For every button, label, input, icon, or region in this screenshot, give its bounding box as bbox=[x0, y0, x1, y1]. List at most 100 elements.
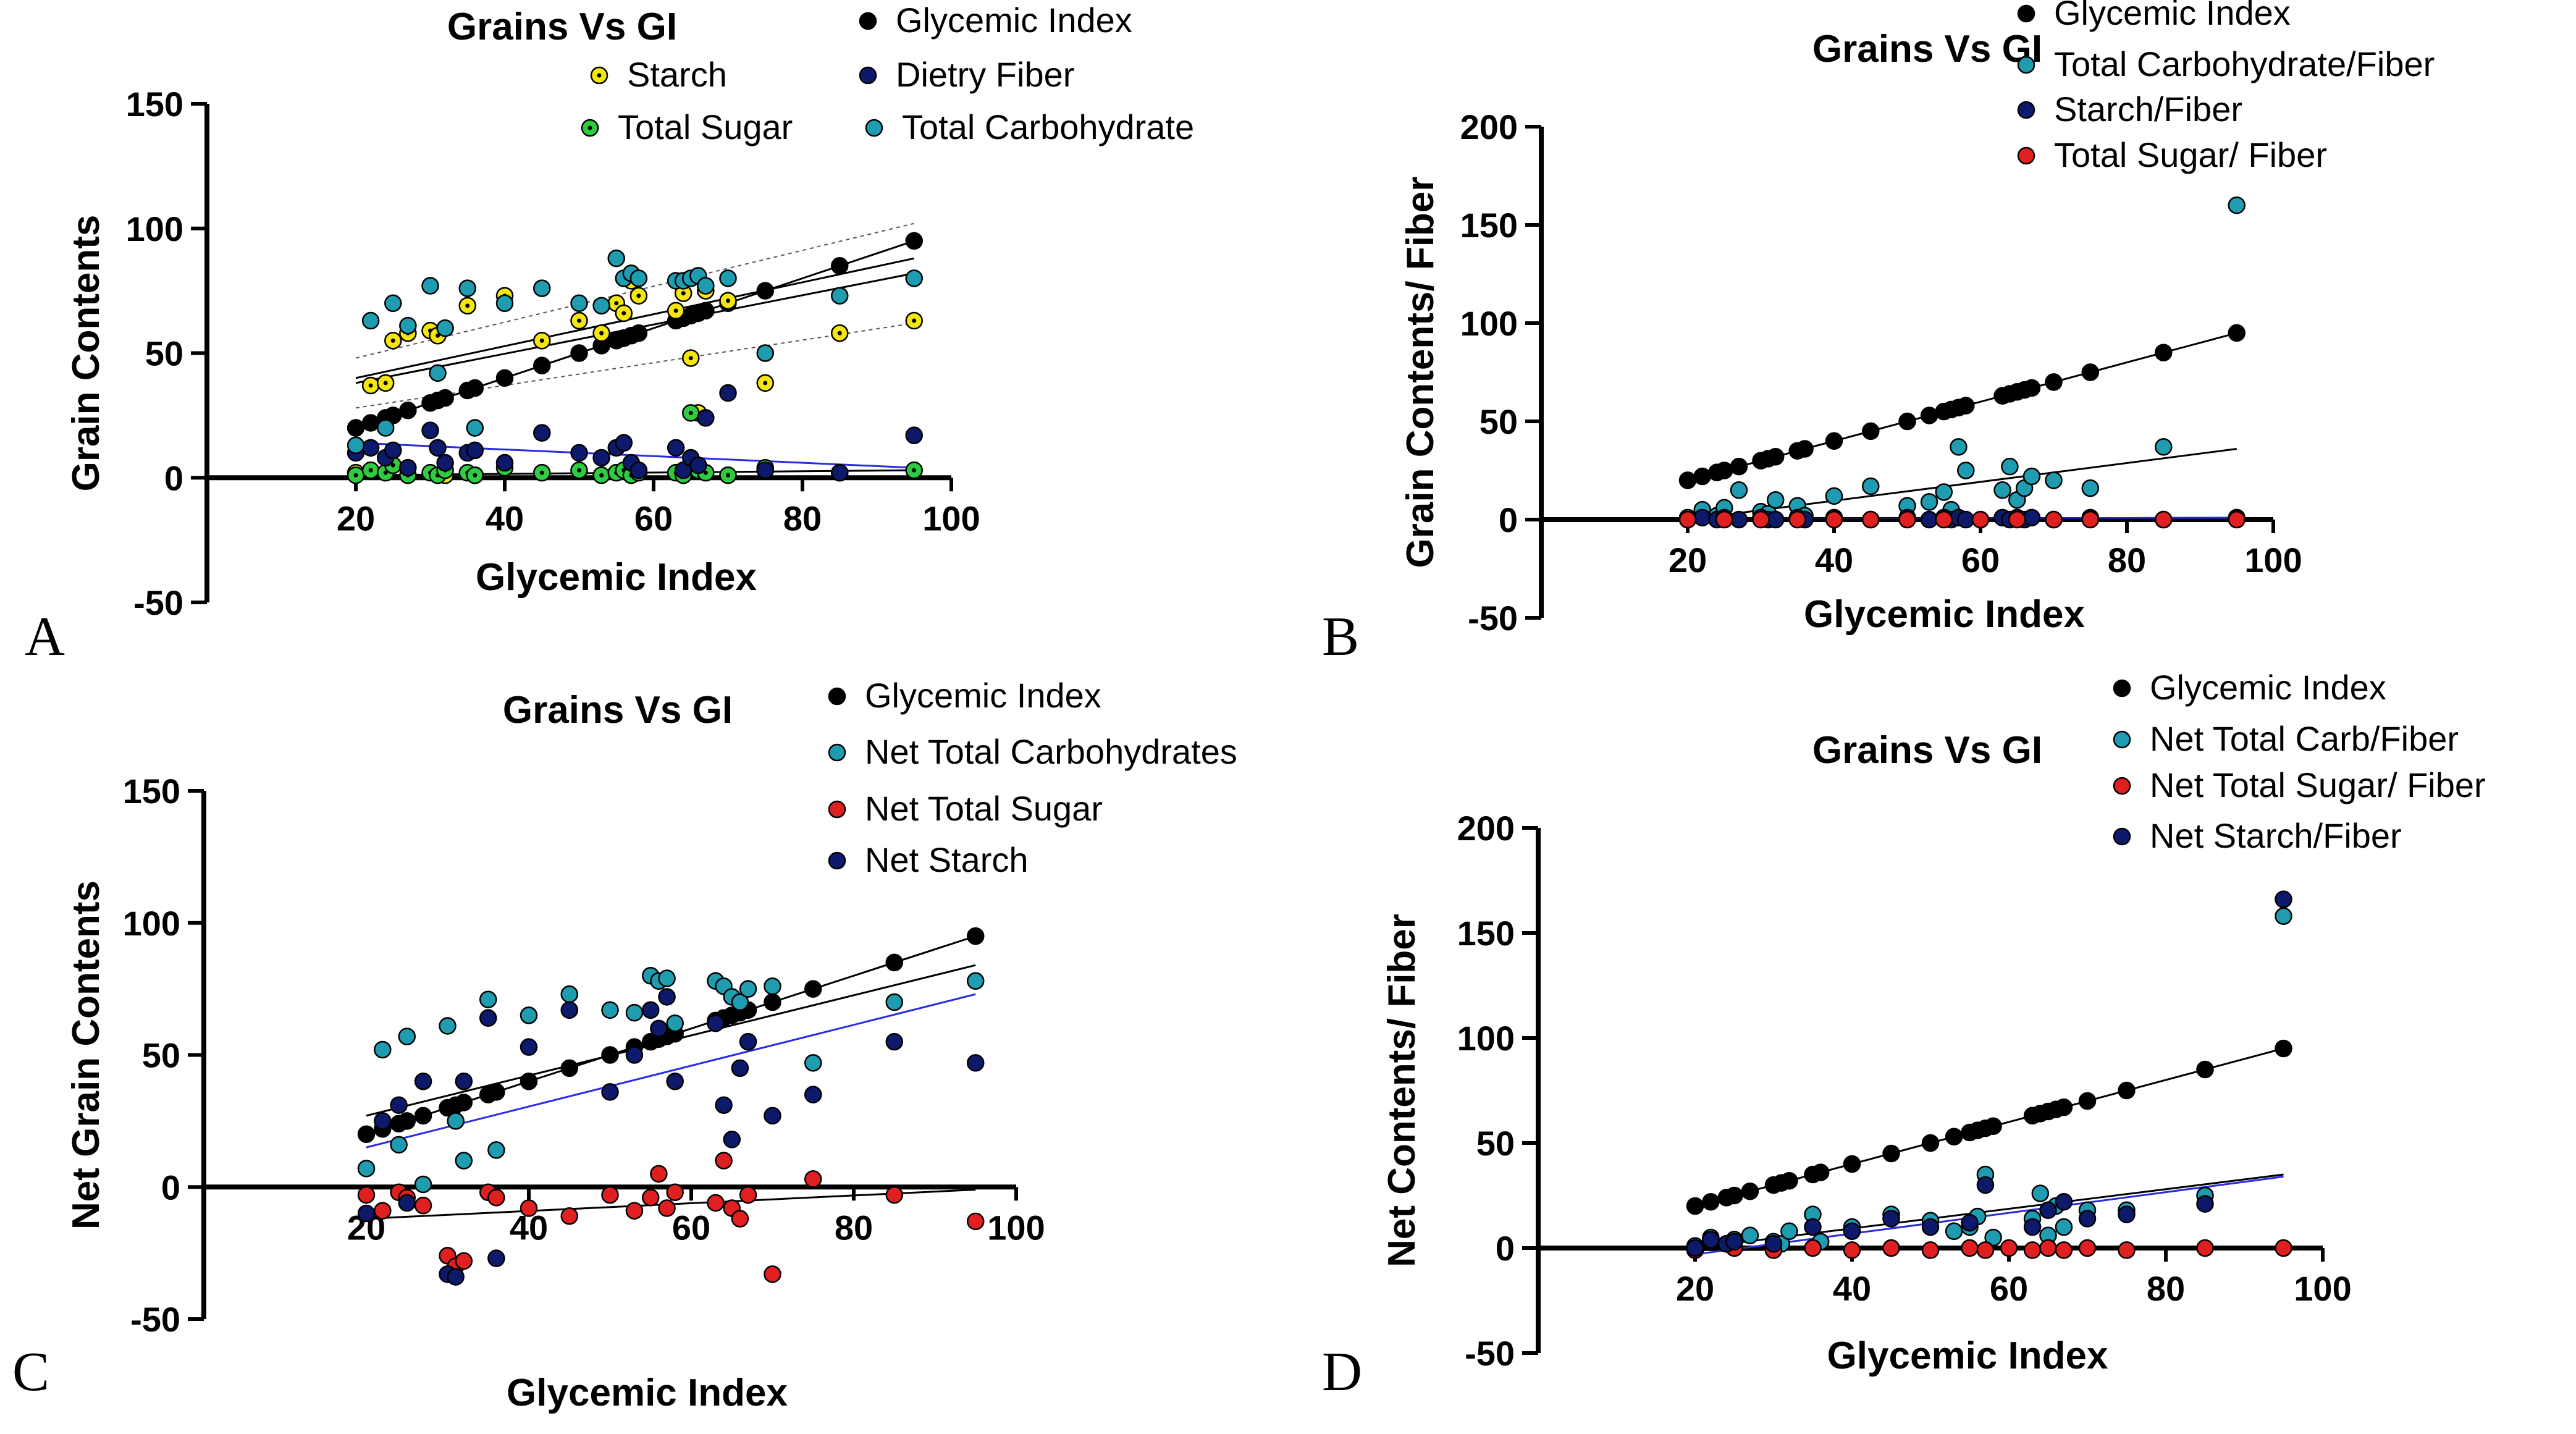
y-tick-label: 150 bbox=[1460, 206, 1518, 245]
chart-panel-b: -50 0 50 100 150 200 20 40 60 80 100 Grains Vs GI Gl… bbox=[1399, 0, 2435, 638]
data-point bbox=[885, 1032, 903, 1051]
x-axis-title: Glycemic Index bbox=[507, 1372, 788, 1414]
data-point bbox=[2022, 379, 2041, 397]
legend-marker bbox=[2113, 730, 2131, 749]
data-point bbox=[361, 439, 380, 457]
legend-marker bbox=[2113, 827, 2131, 846]
data-point bbox=[436, 453, 454, 472]
data-point bbox=[2275, 907, 2292, 926]
data-point bbox=[731, 1059, 749, 1078]
data-point bbox=[1882, 1144, 1900, 1163]
x-tick-label: 100 bbox=[987, 1208, 1045, 1247]
data-point bbox=[2023, 1218, 2042, 1236]
data-point bbox=[1862, 510, 1880, 529]
data-point bbox=[2039, 1239, 2057, 1257]
x-tick-label: 60 bbox=[634, 499, 673, 538]
data-point bbox=[487, 1141, 505, 1159]
data-point bbox=[533, 279, 551, 297]
data-point bbox=[357, 1160, 376, 1178]
y-tick-label: 100 bbox=[126, 209, 183, 248]
data-point-center bbox=[681, 291, 686, 296]
legend-marker bbox=[2017, 146, 2035, 165]
data-point bbox=[533, 424, 551, 442]
data-point bbox=[667, 439, 685, 457]
x-axis-title: Glycemic Index bbox=[476, 556, 757, 599]
legend-marker bbox=[2017, 4, 2035, 23]
data-point bbox=[1945, 1222, 1963, 1241]
y-axis-title: Net Grain Contents bbox=[65, 880, 107, 1229]
data-point bbox=[905, 232, 923, 250]
data-point-center bbox=[912, 468, 917, 473]
fit-line bbox=[355, 257, 915, 379]
data-point bbox=[2055, 1098, 2073, 1116]
data-point bbox=[520, 1006, 538, 1024]
data-point bbox=[601, 1001, 619, 1019]
data-point bbox=[697, 277, 715, 295]
data-point bbox=[1843, 1222, 1861, 1241]
data-point bbox=[804, 980, 822, 998]
data-point bbox=[629, 269, 648, 287]
legend-marker bbox=[859, 66, 877, 85]
data-point bbox=[2081, 510, 2099, 529]
data-point bbox=[764, 993, 781, 1011]
data-point bbox=[570, 294, 588, 313]
chart-title: Grains Vs GI bbox=[503, 689, 733, 732]
data-point bbox=[414, 1196, 432, 1215]
data-point bbox=[487, 1249, 505, 1267]
y-axis-title: Grain Contents/ Fiber bbox=[1399, 177, 1442, 568]
data-point bbox=[560, 1207, 578, 1225]
data-point bbox=[421, 277, 439, 295]
data-point bbox=[520, 1199, 538, 1217]
y-tick-label: 50 bbox=[142, 1036, 180, 1075]
data-point bbox=[1715, 510, 1733, 529]
data-point bbox=[2155, 344, 2173, 361]
x-tick-label: 40 bbox=[1833, 1269, 1871, 1308]
data-point-center bbox=[726, 473, 730, 478]
x-tick-label: 20 bbox=[1676, 1269, 1714, 1308]
panel-letter-c: C bbox=[12, 1341, 49, 1402]
y-tick-label: -50 bbox=[1465, 1334, 1515, 1373]
y-tick-label: -50 bbox=[1468, 599, 1518, 638]
data-point bbox=[625, 1202, 644, 1220]
data-point bbox=[455, 1094, 473, 1111]
data-point bbox=[436, 319, 454, 337]
data-point bbox=[715, 1152, 733, 1170]
data-point bbox=[2078, 1092, 2097, 1110]
data-point bbox=[2023, 1241, 2042, 1259]
data-point bbox=[615, 434, 633, 452]
fit-line bbox=[1694, 1175, 2284, 1255]
data-point bbox=[697, 302, 715, 320]
legend-entry: Net Total Sugar/ Fiber bbox=[2150, 766, 2486, 804]
data-point bbox=[487, 1083, 505, 1101]
legend-entry: Net Total Carbohydrates bbox=[865, 732, 1237, 771]
data-point bbox=[1945, 1128, 1963, 1146]
y-tick-label: -50 bbox=[133, 583, 183, 622]
data-point bbox=[2275, 890, 2292, 908]
data-point bbox=[905, 426, 923, 444]
data-point bbox=[458, 279, 476, 297]
data-point-center bbox=[673, 308, 678, 313]
data-point bbox=[1766, 447, 1785, 466]
data-point bbox=[1730, 457, 1748, 476]
data-point bbox=[739, 1186, 757, 1204]
data-point bbox=[666, 1073, 684, 1090]
data-point bbox=[2045, 373, 2063, 391]
data-point bbox=[2055, 1218, 2073, 1236]
data-point bbox=[439, 1017, 457, 1035]
data-point bbox=[1725, 1233, 1743, 1251]
y-tick-label: 50 bbox=[145, 334, 183, 373]
y-tick-label: 0 bbox=[1499, 500, 1518, 539]
data-point bbox=[756, 282, 774, 300]
data-point bbox=[2118, 1205, 2136, 1223]
data-point bbox=[967, 1212, 985, 1231]
chart-title: Grains Vs GI bbox=[1812, 729, 2042, 772]
data-point bbox=[905, 269, 923, 287]
x-tick-label: 60 bbox=[1961, 541, 2000, 580]
data-point bbox=[885, 953, 903, 972]
data-point bbox=[1678, 471, 1697, 489]
data-point bbox=[707, 1014, 725, 1032]
data-point bbox=[2045, 510, 2063, 529]
y-tick-label: 100 bbox=[1460, 304, 1518, 343]
x-tick-label: 40 bbox=[486, 499, 524, 538]
data-point bbox=[1971, 510, 1990, 529]
